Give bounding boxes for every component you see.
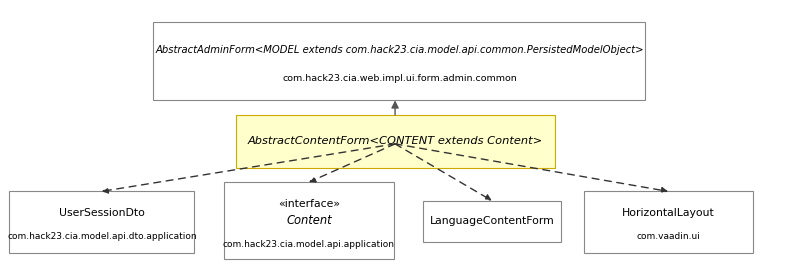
- FancyBboxPatch shape: [224, 182, 394, 259]
- Text: AbstractAdminForm<MODEL extends com.hack23.cia.model.api.common.PersistedModelOb: AbstractAdminForm<MODEL extends com.hack…: [155, 45, 644, 55]
- Text: AbstractContentForm<CONTENT extends Content>: AbstractContentForm<CONTENT extends Cont…: [248, 136, 543, 146]
- Text: com.hack23.cia.model.api.application: com.hack23.cia.model.api.application: [223, 241, 395, 249]
- FancyBboxPatch shape: [584, 191, 753, 253]
- FancyBboxPatch shape: [9, 191, 194, 253]
- FancyBboxPatch shape: [236, 115, 555, 168]
- Text: LanguageContentForm: LanguageContentForm: [430, 216, 555, 226]
- Text: Content: Content: [286, 214, 331, 227]
- FancyBboxPatch shape: [153, 22, 645, 100]
- Text: UserSessionDto: UserSessionDto: [59, 208, 145, 218]
- Text: com.hack23.cia.model.api.dto.application: com.hack23.cia.model.api.dto.application: [7, 232, 197, 241]
- Text: com.vaadin.ui: com.vaadin.ui: [637, 232, 700, 241]
- Text: HorizontalLayout: HorizontalLayout: [623, 208, 715, 218]
- Text: «interface»: «interface»: [278, 199, 340, 209]
- Text: com.hack23.cia.web.impl.ui.form.admin.common: com.hack23.cia.web.impl.ui.form.admin.co…: [282, 74, 517, 83]
- FancyBboxPatch shape: [423, 201, 561, 242]
